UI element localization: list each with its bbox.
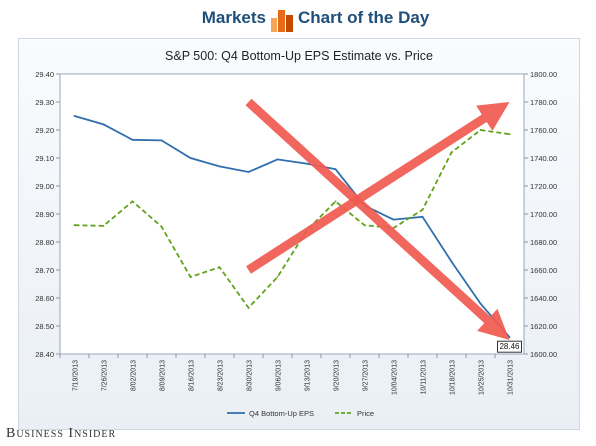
x-tick-label: 8/16/2013 (189, 360, 196, 391)
eps-price-chart: S&P 500: Q4 Bottom-Up EPS Estimate vs. P… (35, 49, 557, 418)
right-tick-label: 1760.00 (530, 126, 557, 135)
down-arrow-annotation (245, 98, 510, 340)
left-tick-label: 29.20 (35, 126, 54, 135)
eps-data-point (479, 302, 482, 305)
eps-data-point (334, 168, 337, 171)
price-data-point (189, 276, 192, 278)
left-tick-label: 29.10 (35, 154, 54, 163)
plot-area (59, 73, 525, 355)
price-data-point (247, 306, 250, 309)
left-tick-label: 28.60 (35, 294, 54, 303)
eps-data-point (189, 157, 192, 159)
right-tick-label: 1700.00 (530, 210, 557, 219)
right-tick-label: 1800.00 (530, 70, 557, 79)
legend: Q4 Bottom-Up EPS Price (227, 409, 374, 418)
eps-series-line (74, 115, 511, 338)
x-tick-label: 7/19/2013 (73, 360, 80, 391)
price-data-point (131, 200, 134, 203)
price-data-point (450, 151, 453, 154)
left-tick-label: 28.80 (35, 238, 54, 247)
eps-data-point (450, 260, 453, 263)
price-data-point (363, 224, 366, 227)
x-tick-label: 9/27/2013 (363, 360, 370, 391)
right-tick-label: 1680.00 (530, 238, 557, 247)
header: Markets Chart of the Day (0, 0, 596, 38)
x-axis-ticks: 7/19/2013 7/26/2013 8/02/2013 8/09/2013 8/16… (59, 354, 515, 395)
price-data-point (102, 225, 105, 227)
right-tick-label: 1640.00 (530, 294, 557, 303)
x-tick-label: 9/13/2013 (305, 360, 312, 391)
price-data-point (479, 129, 482, 131)
eps-data-point (508, 336, 511, 339)
price-data-point (160, 225, 163, 228)
up-arrow-annotation (246, 102, 510, 274)
bar-chart-logo-icon (271, 10, 293, 32)
eps-data-point (392, 218, 395, 221)
eps-data-point (131, 138, 134, 141)
right-tick-label: 1600.00 (530, 350, 557, 359)
x-tick-label: 10/11/2013 (421, 360, 428, 395)
right-tick-label: 1720.00 (530, 182, 557, 191)
x-tick-label: 9/20/2013 (334, 360, 341, 391)
feature-title: Chart of the Day (298, 8, 430, 27)
right-tick-label: 1780.00 (530, 98, 557, 107)
chart-title: S&P 500: Q4 Bottom-Up EPS Estimate vs. P… (165, 49, 433, 63)
brand-footer: Business Insider (6, 426, 117, 441)
eps-data-point (305, 162, 308, 165)
right-axis-ticks: 1600.00 1620.00 1640.00 1660.00 1680.00 1700.… (524, 70, 557, 359)
eps-data-point (218, 165, 221, 168)
eps-data-point (276, 158, 279, 161)
left-tick-label: 28.70 (35, 266, 54, 275)
price-series-line (74, 129, 510, 310)
left-tick-label: 29.00 (35, 182, 54, 191)
x-tick-label: 7/26/2013 (102, 360, 109, 391)
left-tick-label: 29.40 (35, 70, 54, 79)
x-tick-label: 8/09/2013 (160, 360, 167, 391)
series-layer (73, 115, 511, 339)
x-tick-label: 10/04/2013 (392, 360, 399, 395)
eps-data-point (421, 215, 424, 218)
price-data-point (276, 276, 279, 278)
x-tick-label: 10/31/2013 (508, 360, 515, 395)
annotation-arrows (245, 98, 510, 340)
left-tick-label: 28.50 (35, 322, 54, 331)
eps-data-point (102, 123, 105, 126)
right-tick-label: 1660.00 (530, 266, 557, 275)
left-tick-label: 29.30 (35, 98, 54, 107)
eps-data-point (160, 139, 163, 142)
x-tick-label: 10/25/2013 (479, 360, 486, 395)
section-title: Markets (201, 8, 266, 27)
x-tick-label: 10/18/2013 (450, 360, 457, 395)
price-data-point (421, 208, 424, 211)
price-data-point (508, 133, 511, 136)
price-data-point (334, 200, 337, 203)
eps-data-point (247, 171, 250, 173)
left-tick-label: 28.90 (35, 210, 54, 219)
x-tick-label: 8/30/2013 (247, 360, 254, 391)
eps-data-point (73, 115, 76, 117)
right-tick-label: 1740.00 (530, 154, 557, 163)
x-tick-label: 8/02/2013 (131, 360, 138, 391)
end-value-callout: 28.46 (497, 340, 522, 353)
price-data-point (218, 266, 221, 269)
x-tick-label: 8/23/2013 (218, 360, 225, 391)
price-data-point (73, 224, 76, 227)
x-tick-label: 9/06/2013 (276, 360, 283, 391)
legend-label: Price (357, 409, 374, 418)
left-axis-ticks: 28.40 28.50 28.60 28.70 28.80 28.90 29.00 29.10… (35, 70, 60, 359)
end-value-label: 28.46 (499, 342, 520, 351)
left-tick-label: 28.40 (35, 350, 54, 359)
legend-label: Q4 Bottom-Up EPS (249, 409, 314, 418)
right-tick-label: 1620.00 (530, 322, 557, 331)
chart-frame: S&P 500: Q4 Bottom-Up EPS Estimate vs. P… (18, 38, 580, 430)
